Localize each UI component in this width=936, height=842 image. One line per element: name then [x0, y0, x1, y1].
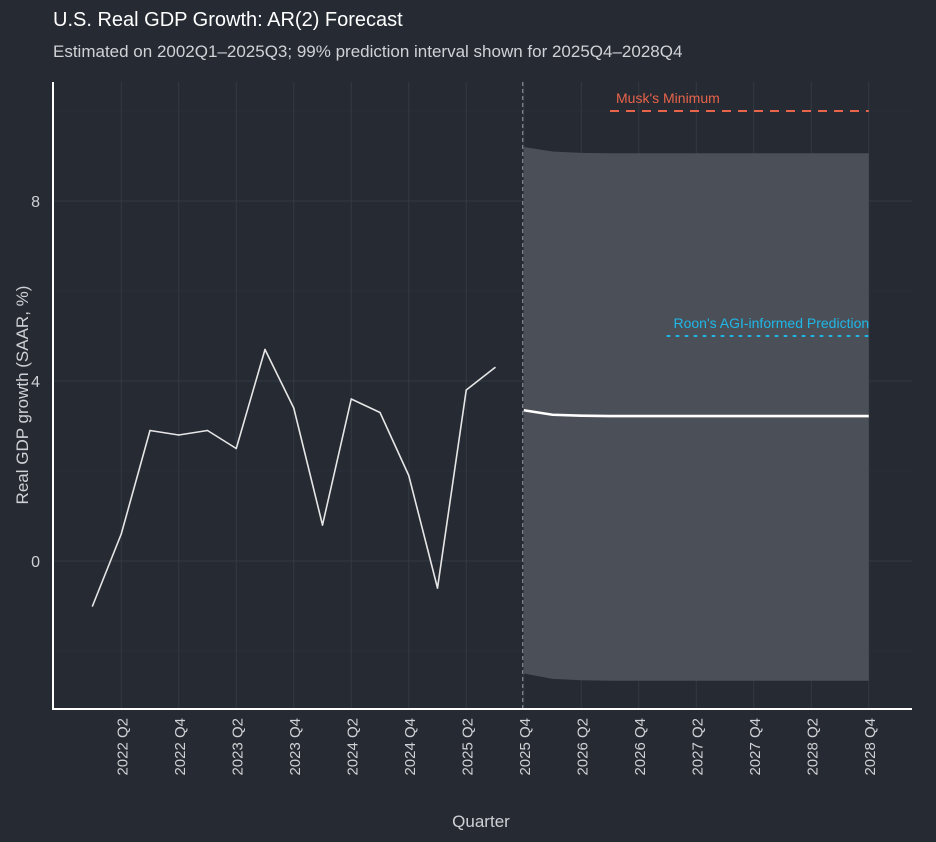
x-tick-label: 2028 Q4 [862, 718, 879, 776]
actual-point [292, 407, 295, 409]
actual-point [321, 524, 324, 526]
actual-point [407, 474, 410, 477]
actual-point [206, 429, 209, 432]
actual-point [177, 434, 180, 436]
x-axis-label: Quarter [452, 812, 510, 831]
actual-point [494, 366, 496, 369]
y-tick-label: 0 [31, 554, 40, 571]
chart-title: U.S. Real GDP Growth: AR(2) Forecast [53, 9, 403, 31]
x-tick-label: 2025 Q4 [517, 718, 534, 776]
roon-prediction-label: Roon's AGI-informed Prediction [674, 315, 870, 331]
actual-point [350, 398, 353, 400]
x-tick-label: 2024 Q4 [402, 718, 419, 776]
actual-point [264, 348, 266, 351]
actual-point [120, 533, 123, 535]
x-tick-label: 2026 Q2 [574, 718, 591, 776]
y-tick-label: 4 [31, 374, 40, 391]
x-tick-label: 2022 Q2 [114, 718, 131, 776]
x-tick-label: 2026 Q4 [632, 718, 649, 776]
x-tick-label: 2024 Q2 [344, 718, 361, 776]
chart-subtitle: Estimated on 2002Q1–2025Q3; 99% predicti… [53, 42, 683, 61]
prediction-interval-band [523, 147, 869, 681]
actual-point [465, 389, 468, 391]
x-tick-label: 2025 Q2 [459, 718, 476, 776]
actual-point [149, 429, 151, 432]
actual-point [235, 447, 238, 450]
actual-point [91, 605, 94, 607]
forecast-series-line [523, 408, 869, 418]
y-tick-label: 8 [31, 194, 40, 211]
x-tick-label: 2023 Q4 [287, 718, 304, 776]
x-tick-label: 2028 Q2 [804, 718, 821, 776]
x-tick-label: 2027 Q4 [747, 718, 764, 776]
x-tick-label: 2022 Q4 [172, 718, 189, 776]
x-tick-label: 2027 Q2 [689, 718, 706, 776]
actual-point [436, 587, 439, 589]
musk-minimum-label: Musk's Minimum [616, 90, 720, 106]
x-tick-label: 2023 Q2 [229, 718, 246, 776]
actual-point [379, 411, 381, 414]
y-axis-label: Real GDP growth (SAAR, %) [13, 286, 32, 505]
